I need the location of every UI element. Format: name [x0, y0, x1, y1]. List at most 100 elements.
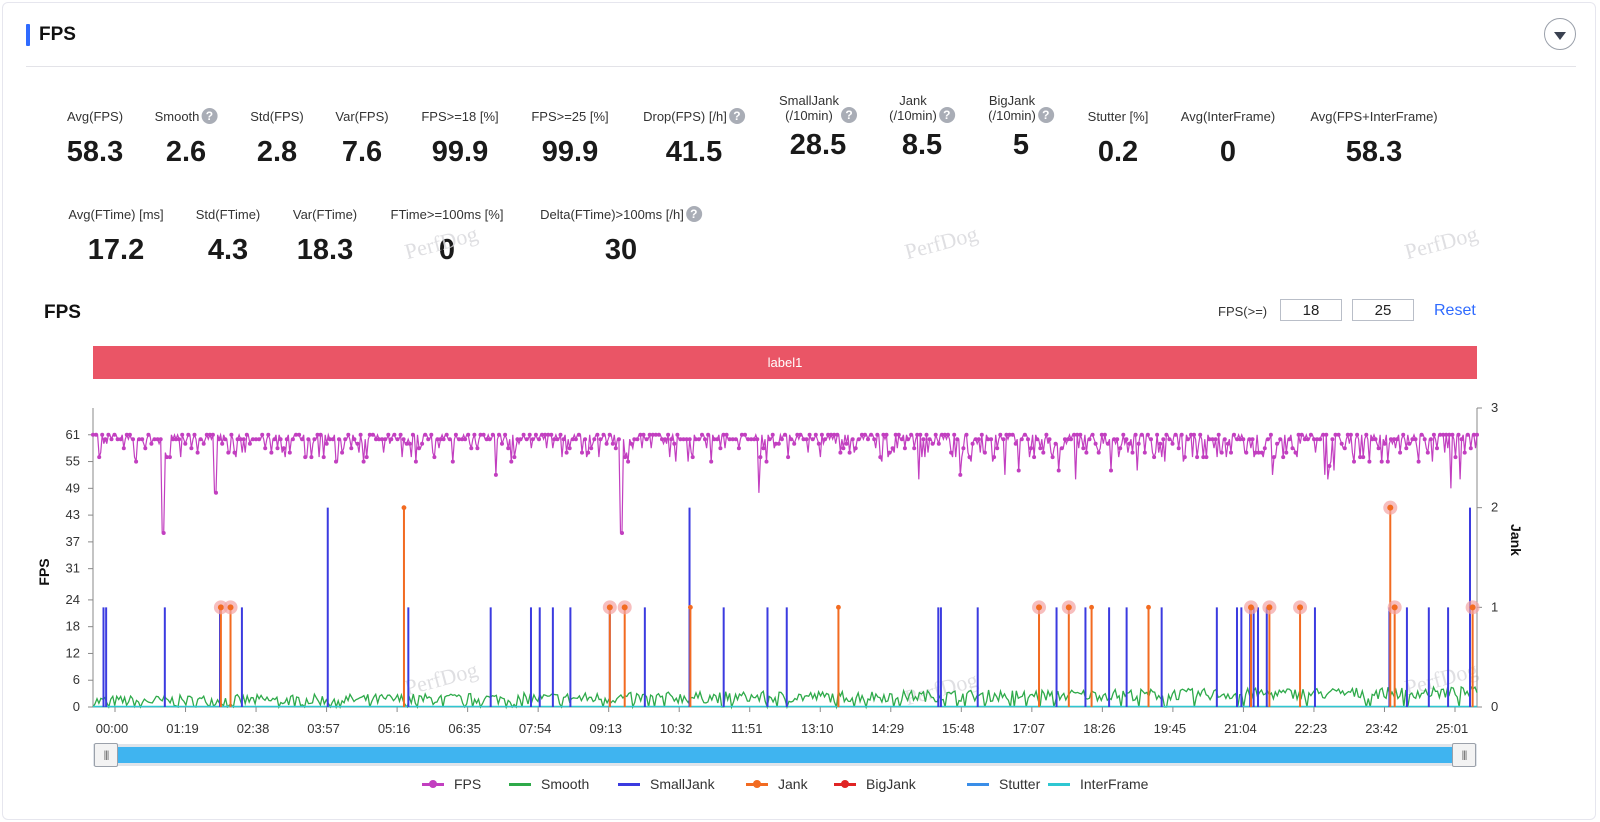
metric-label-text: SmallJank: [779, 93, 839, 108]
fps-threshold-input-1[interactable]: [1280, 299, 1342, 321]
fps-point: [214, 490, 218, 495]
fps-point: [706, 432, 711, 437]
fps-point: [1431, 432, 1436, 437]
help-icon[interactable]: ?: [840, 107, 857, 123]
fps-point: [201, 441, 206, 446]
metric-value: 99.9: [541, 136, 599, 168]
legend-item-jank[interactable]: Jank: [746, 776, 808, 792]
fps-point: [733, 437, 738, 442]
legend-item-smalljank[interactable]: SmallJank: [618, 776, 715, 792]
fps-point: [537, 437, 541, 442]
fps-point: [161, 531, 166, 535]
fps-point: [967, 455, 972, 460]
help-icon[interactable]: ?: [728, 108, 745, 124]
fps-point: [641, 432, 646, 437]
zoom-slider-right-handle[interactable]: |||: [1452, 743, 1476, 767]
legend-label: Jank: [778, 776, 808, 792]
fps-point: [244, 432, 249, 437]
metric-metrics_row1-11: Avg(InterFrame) 0: [1181, 108, 1275, 169]
fps-point: [524, 437, 529, 442]
legend-item-fps[interactable]: FPS: [422, 776, 481, 792]
zoom-slider-left-handle[interactable]: |||: [94, 743, 118, 767]
fps-point: [878, 455, 883, 460]
fps-point: [1173, 432, 1178, 437]
help-icon[interactable]: ?: [1037, 107, 1054, 123]
collapse-toggle-button[interactable]: [1544, 18, 1576, 50]
metric-label-text: Avg(FTime) [ms]: [68, 207, 164, 222]
zoom-slider-range[interactable]: [106, 747, 1462, 763]
fps-point: [1219, 450, 1224, 455]
fps-point: [915, 432, 920, 437]
y-tick-label: 61: [66, 427, 80, 442]
metric-value: 7.6: [341, 136, 383, 168]
fps-point: [1041, 450, 1046, 455]
metric-metrics_row1-0: Avg(FPS) 58.3: [67, 108, 123, 169]
y-tick-label: 18: [66, 619, 80, 634]
fps-point: [1410, 437, 1415, 442]
fps-point: [896, 432, 901, 437]
metric-label: BigJank (/10min)?: [988, 93, 1054, 123]
fps-point: [1253, 450, 1258, 455]
help-icon[interactable]: ?: [685, 206, 702, 222]
fps-point: [1026, 437, 1030, 442]
fps-point: [186, 432, 191, 437]
fps-point: [358, 432, 363, 437]
fps-point: [540, 432, 544, 437]
help-icon[interactable]: ?: [938, 107, 955, 123]
fps-point: [620, 531, 624, 535]
fps-threshold-input-2[interactable]: [1352, 299, 1414, 321]
title-accent-bar: [26, 24, 30, 46]
fps-point: [1099, 432, 1104, 437]
fps-point: [453, 432, 458, 437]
legend-swatch: [422, 779, 444, 788]
fps-point: [1425, 450, 1430, 455]
help-icon[interactable]: ?: [201, 108, 218, 124]
reset-button[interactable]: Reset: [1434, 302, 1476, 319]
label-bar[interactable]: label1: [93, 346, 1477, 379]
fps-point: [146, 432, 151, 437]
legend-item-interframe[interactable]: InterFrame: [1048, 776, 1148, 792]
metric-label-text: Avg(FPS+InterFrame): [1310, 109, 1438, 124]
x-tick-label: 21:04: [1224, 721, 1257, 735]
fps-point: [1465, 432, 1470, 437]
fps-point: [1179, 432, 1184, 437]
fps-point: [143, 446, 148, 451]
fps-point: [1029, 446, 1033, 451]
fps-point: [1167, 437, 1172, 442]
fps-point: [1136, 441, 1141, 446]
fps-point: [1155, 432, 1160, 437]
fps-point: [872, 437, 877, 442]
fps-point: [1345, 432, 1350, 437]
fps-point: [207, 432, 212, 437]
fps-point: [927, 437, 932, 442]
fps-point: [327, 437, 332, 442]
fps-point: [573, 437, 578, 442]
fps-point: [1170, 441, 1175, 446]
fps-point: [589, 446, 594, 451]
fps-point: [432, 455, 437, 460]
legend-item-smooth[interactable]: Smooth: [509, 776, 589, 792]
legend-item-stutter[interactable]: Stutter: [967, 776, 1040, 792]
fps-point: [700, 432, 704, 437]
fps-point: [312, 437, 317, 442]
fps-point: [696, 437, 701, 442]
fps-point: [364, 455, 369, 460]
fps-point: [444, 432, 449, 437]
fps-point: [804, 437, 809, 442]
fps-point: [469, 446, 474, 451]
metric-value: 0: [438, 234, 456, 266]
fps-point: [832, 432, 837, 437]
fps-point: [610, 441, 615, 446]
fps-point: [1078, 432, 1083, 437]
fps-point: [773, 441, 778, 446]
legend-item-bigjank[interactable]: BigJank: [834, 776, 916, 792]
fps-point: [693, 437, 698, 442]
fps-point: [1330, 437, 1335, 442]
fps-point: [198, 437, 203, 442]
fps-point: [1004, 432, 1009, 437]
y-tick-label: 49: [66, 480, 80, 495]
fps-point: [558, 432, 563, 437]
fps-point: [521, 432, 526, 437]
fps-point: [121, 446, 126, 451]
